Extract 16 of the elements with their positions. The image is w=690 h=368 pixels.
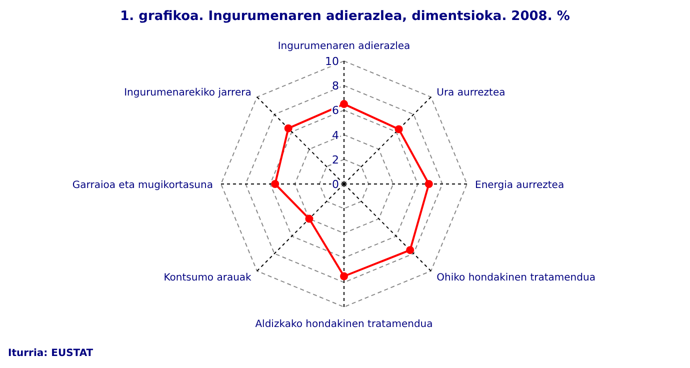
spoke-label: Ingurumenarekiko jarrera: [124, 87, 252, 98]
spoke-label: Ura aurreztea: [436, 87, 506, 98]
y-tick-label: 6: [332, 104, 339, 118]
spoke-label: Ohiko hondakinen tratamendua: [436, 272, 596, 284]
y-tick-label: 10: [325, 55, 339, 68]
spoke-label: Garraioa eta mugikortasuna: [72, 180, 213, 191]
y-tick-label: 0: [332, 178, 339, 191]
spoke-label: Aldizkako hondakinen tratamendua: [255, 319, 433, 330]
y-tick-label: 8: [332, 80, 339, 93]
spoke-label: Ingurumenaren adierazlea: [278, 41, 410, 52]
y-tick-label: 4: [332, 128, 339, 142]
spoke-label: Kontsumo arauak: [164, 272, 252, 284]
spoke-label: Energia aurreztea: [475, 180, 564, 191]
y-tick-label: 2: [332, 153, 339, 166]
chart-title: 1. grafikoa. Ingurumenaren adierazlea, dimentsioka. 2008. %: [120, 9, 570, 24]
text: Iturria: EUSTAT: [8, 348, 94, 359]
